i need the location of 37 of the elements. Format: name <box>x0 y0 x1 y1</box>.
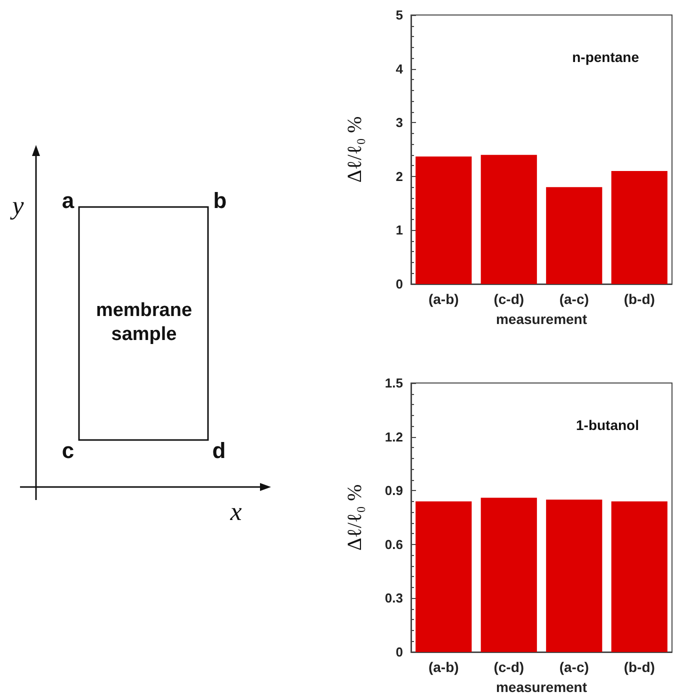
text: d <box>212 438 226 463</box>
text: x <box>229 497 242 526</box>
y-tick-label: 2 <box>396 168 403 184</box>
bar <box>611 171 668 284</box>
text: n-pentane <box>572 49 640 65</box>
x-tick-label: (b-d) <box>624 291 655 307</box>
text: a <box>62 188 75 213</box>
y-tick-label: 0.9 <box>384 483 403 498</box>
x-tick-label: (a-b) <box>428 291 459 307</box>
y-axis-title: Δℓ/ℓ₀ % <box>344 484 366 551</box>
text: c <box>62 438 74 463</box>
text: y <box>9 191 24 220</box>
x-tick-label: (c-d) <box>494 291 524 307</box>
x-axis-title: measurement <box>496 311 588 327</box>
x-tick-label: (a-b) <box>428 659 459 675</box>
y-tick-label: 0 <box>396 644 403 660</box>
bar <box>480 154 537 284</box>
text: b <box>213 188 227 213</box>
text: 1-butanol <box>576 417 640 433</box>
x-axis-title: measurement <box>496 679 588 695</box>
y-axis-title: Δℓ/ℓ₀ % <box>344 116 366 183</box>
y-tick-label: 0.3 <box>384 590 403 606</box>
x-tick-label: (b-d) <box>624 659 655 675</box>
y-tick-label: 1.5 <box>384 376 403 390</box>
x-tick-label: (a-c) <box>559 659 589 675</box>
y-tick-label: 1.2 <box>384 429 403 444</box>
text: membrane sample <box>96 300 192 345</box>
x-tick-label: (a-c) <box>559 291 589 307</box>
y-tick-label: 0 <box>396 276 403 292</box>
y-tick-label: 1 <box>396 222 403 238</box>
x-tick-label: (c-d) <box>494 659 524 675</box>
y-tick-label: 3 <box>396 115 403 130</box>
bar <box>416 156 472 284</box>
y-tick-label: 0.6 <box>384 536 403 552</box>
y-tick-label: 4 <box>396 61 404 76</box>
bar <box>546 187 602 284</box>
y-tick-label: 5 <box>396 8 403 22</box>
